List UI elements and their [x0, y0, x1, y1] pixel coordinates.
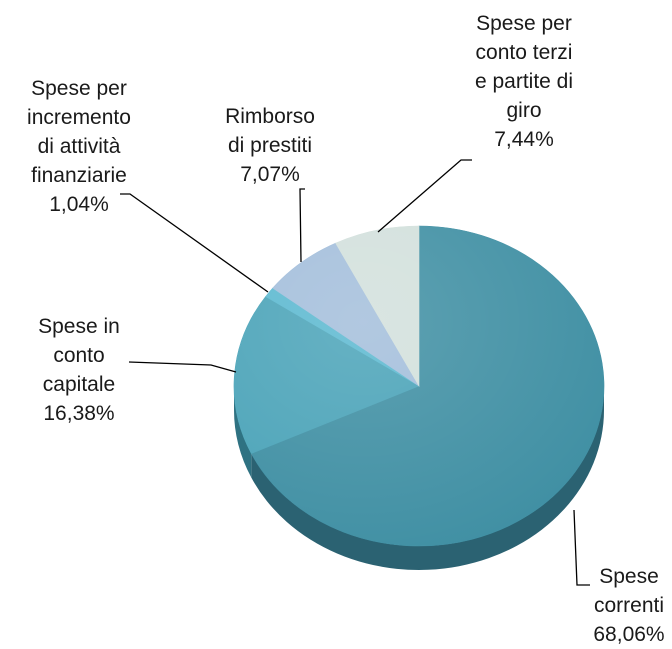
value-label: 68,06%	[593, 623, 664, 646]
leader-spese-in-conto-capitale	[128, 361, 237, 373]
leader-spese-correnti	[573, 509, 590, 586]
category-label-line: conto terzi	[476, 41, 573, 64]
leader-rimborso-di-prestiti	[299, 188, 305, 263]
value-label: 16,38%	[43, 402, 114, 425]
slice-labels: Spese correnti 68,06% Spese in conto capitale…	[27, 12, 665, 646]
pie-slices	[233, 225, 605, 547]
category-label-line: finanziarie	[31, 164, 127, 187]
category-label-line: di prestiti	[228, 134, 312, 157]
value-label: 7,07%	[240, 163, 300, 186]
value-label: 7,44%	[494, 128, 554, 151]
leader-lines	[120, 159, 590, 586]
category-label-line: capitale	[43, 373, 115, 396]
label-rimborso-di-prestiti: Rimborso di prestiti 7,07%	[225, 105, 315, 186]
category-label-line: giro	[506, 99, 541, 122]
category-label-line: incremento	[27, 106, 131, 129]
label-spese-correnti: Spese correnti 68,06%	[593, 565, 664, 646]
category-label-line: Spese per	[476, 12, 572, 35]
label-spese-per-conto-terzi-e-partite-di-giro: Spese per conto terzi e partite di giro 7,44…	[475, 12, 573, 151]
value-label: 1,04%	[49, 193, 109, 216]
category-label-line: Spese	[599, 565, 659, 588]
category-label-line: Rimborso	[225, 105, 315, 128]
category-label-line: conto	[53, 344, 104, 367]
category-label-line: correnti	[594, 594, 664, 617]
category-label-line: Spese in	[38, 315, 120, 338]
category-label-line: Spese per	[31, 77, 127, 100]
category-label-line: e partite di	[475, 70, 573, 93]
category-label-line: di attività	[38, 135, 121, 158]
label-spese-in-conto-capitale: Spese in conto capitale 16,38%	[38, 315, 120, 425]
leader-spese-per-incremento-di-attivita-finanziarie	[120, 193, 269, 293]
label-spese-per-incremento-di-attivita-finanziarie: Spese per incremento di attività finanziari…	[27, 77, 131, 216]
leader-spese-per-conto-terzi-e-partite-di-giro	[377, 159, 472, 233]
